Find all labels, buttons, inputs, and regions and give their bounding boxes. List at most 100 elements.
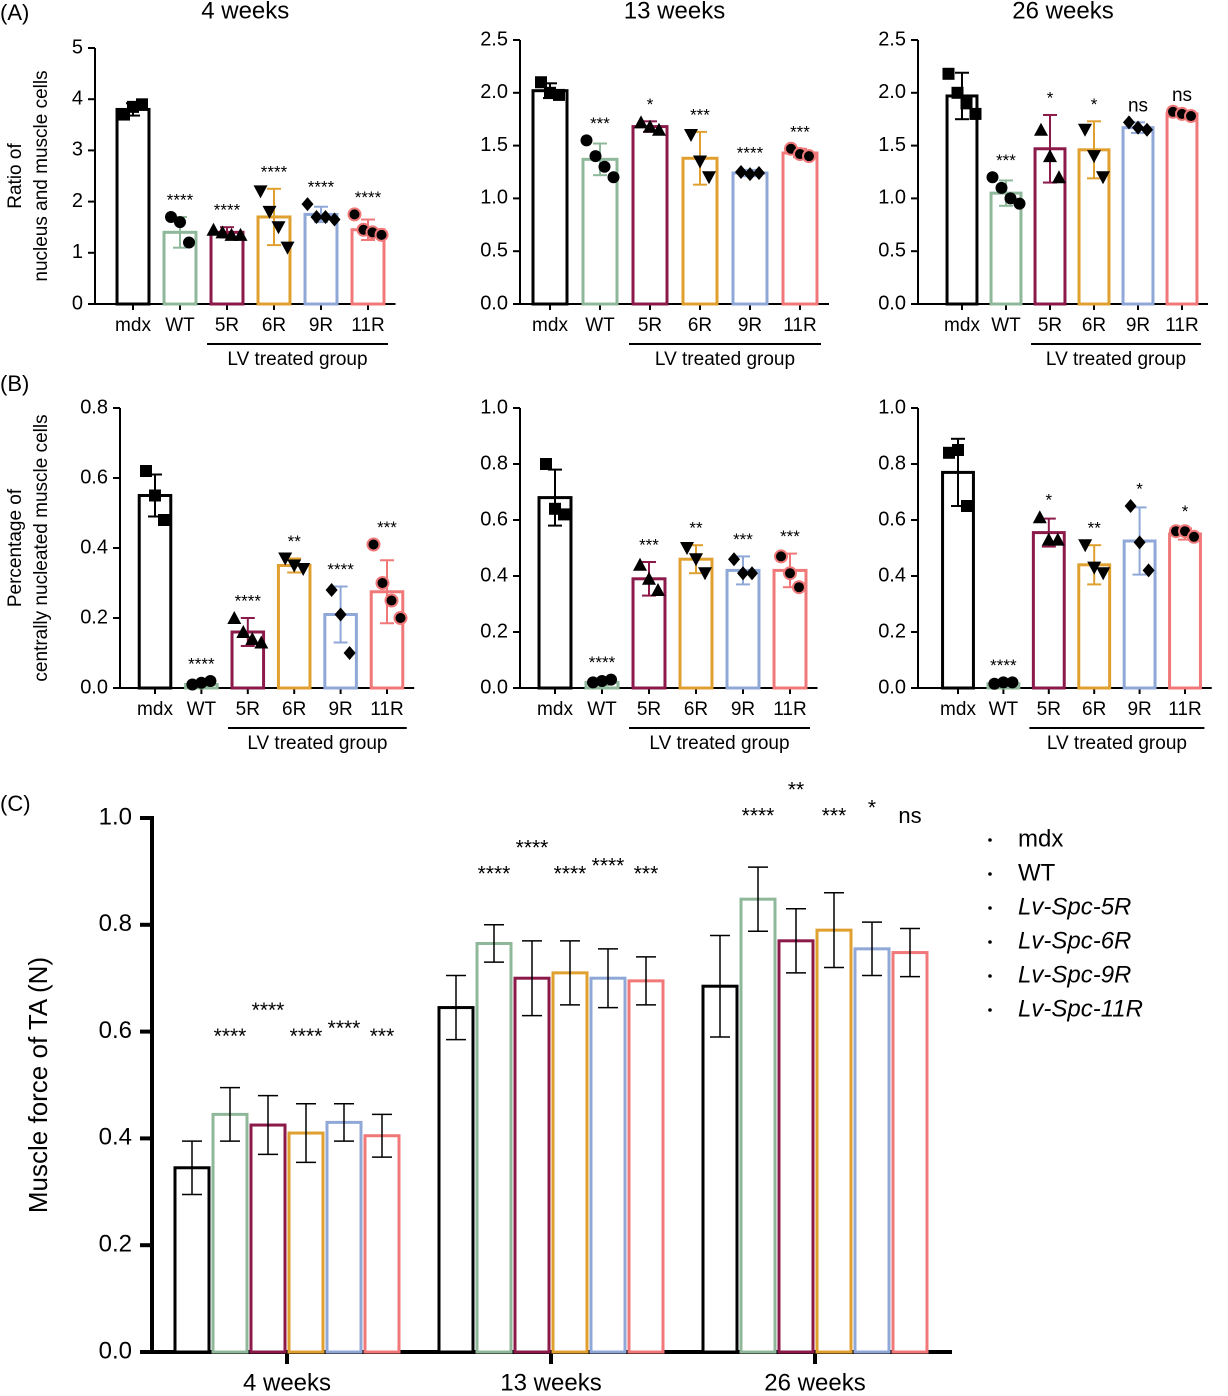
- data-point: [558, 508, 570, 521]
- bar: [725, 568, 761, 690]
- bar: [209, 230, 245, 306]
- group-label: LV treated group: [655, 349, 795, 370]
- panel-label: (C): [0, 791, 31, 816]
- x-tick-label: 6R: [688, 315, 712, 336]
- error-bar: [446, 974, 466, 1041]
- y-tick-label: 0.6: [878, 508, 906, 530]
- y-tick-label: 1.5: [878, 134, 906, 156]
- x-tick-label: 9R: [309, 315, 333, 336]
- significance-label: ****: [261, 162, 288, 181]
- bar: [631, 577, 667, 690]
- error-bar: [636, 956, 656, 1006]
- y-tick-label: 0.2: [878, 620, 906, 642]
- legend-marker: [988, 872, 992, 876]
- data-point: [149, 489, 161, 502]
- significance-label: ****: [478, 862, 511, 885]
- x-tick-label: 5R: [638, 315, 662, 336]
- data-point: [589, 150, 602, 163]
- x-tick-label: 5R: [637, 699, 661, 720]
- y-tick-label: 1.0: [480, 396, 508, 418]
- data-point: [607, 171, 620, 184]
- error-bar: [484, 924, 504, 963]
- data-point: [374, 227, 389, 242]
- error-bar: [598, 948, 618, 1009]
- error-bar: [824, 892, 844, 969]
- y-axis-label: nucleus and muscle cells: [31, 70, 52, 281]
- data-point: [310, 209, 323, 224]
- data-point: [1006, 676, 1019, 689]
- data-point: [1043, 149, 1057, 163]
- legend-marker: [988, 1008, 992, 1012]
- bar: [325, 1120, 363, 1354]
- data-point: [334, 607, 347, 622]
- data-point: [1132, 120, 1144, 135]
- significance-label: ***: [370, 1025, 395, 1048]
- legend-label: WT: [1018, 859, 1056, 886]
- bar: [115, 107, 151, 306]
- error-bar: [380, 559, 394, 625]
- x-tick-label: 11R: [783, 315, 816, 336]
- bar: [363, 1134, 401, 1354]
- data-point: [702, 171, 716, 185]
- data-point: [1078, 123, 1092, 137]
- significance-label: **: [788, 779, 804, 802]
- data-point: [287, 559, 302, 573]
- data-point: [596, 675, 608, 687]
- data-point: [744, 167, 756, 182]
- significance-label: ***: [822, 805, 847, 828]
- bar: [678, 557, 714, 690]
- data-point: [605, 673, 617, 686]
- data-point: [1013, 197, 1026, 210]
- x-tick-label: 9R: [731, 699, 755, 720]
- legend-label: Lv-Spc-11R: [1018, 995, 1143, 1022]
- y-tick-label: 0.0: [99, 1337, 132, 1364]
- significance-label: ****: [554, 862, 587, 885]
- bar: [589, 976, 627, 1354]
- x-tick-label: 13 weeks: [500, 1369, 601, 1396]
- y-tick-label: 0.4: [878, 564, 906, 586]
- x-tick-label: mdx: [137, 699, 173, 720]
- significance-label: **: [288, 532, 302, 551]
- data-point: [1087, 561, 1102, 575]
- x-tick-label: 5R: [236, 699, 260, 720]
- error-bar: [900, 927, 920, 978]
- data-point: [347, 207, 362, 222]
- data-point: [1096, 567, 1111, 581]
- data-point: [652, 122, 666, 136]
- x-tick-label: 6R: [684, 699, 708, 720]
- data-point: [988, 677, 1001, 690]
- legend-label: Lv-Spc-9R: [1018, 961, 1131, 988]
- data-point: [165, 210, 177, 223]
- significance-label: ***: [690, 105, 710, 124]
- y-tick-label: 0.5: [878, 239, 906, 261]
- significance-label: ns: [1172, 85, 1192, 106]
- bar: [891, 951, 929, 1354]
- data-point: [735, 165, 747, 179]
- significance-label: ****: [328, 1017, 361, 1040]
- data-point: [1004, 192, 1017, 205]
- bar: [137, 494, 173, 690]
- x-tick-label: mdx: [944, 315, 980, 336]
- bar: [781, 151, 819, 306]
- significance-label: ****: [308, 178, 335, 197]
- x-tick-label: WT: [165, 315, 195, 336]
- significance-label: ****: [252, 999, 285, 1022]
- significance-label: **: [1088, 519, 1102, 538]
- data-point: [535, 76, 547, 89]
- data-point: [698, 567, 712, 581]
- x-tick-label: mdx: [115, 315, 151, 336]
- data-point: [634, 115, 648, 129]
- y-axis-label: Percentage of: [5, 488, 26, 607]
- data-point: [236, 625, 251, 638]
- data-point: [1032, 510, 1047, 524]
- bar: [989, 191, 1023, 306]
- y-tick-label: 0.6: [99, 1017, 132, 1044]
- significance-label: ****: [214, 1025, 247, 1048]
- data-point: [1034, 122, 1048, 136]
- data-point: [325, 583, 338, 597]
- x-tick-label: 4 weeks: [243, 1369, 331, 1396]
- y-tick-label: 2: [72, 190, 83, 212]
- bar: [350, 228, 386, 306]
- bar: [1165, 112, 1199, 306]
- x-tick-label: WT: [989, 699, 1019, 720]
